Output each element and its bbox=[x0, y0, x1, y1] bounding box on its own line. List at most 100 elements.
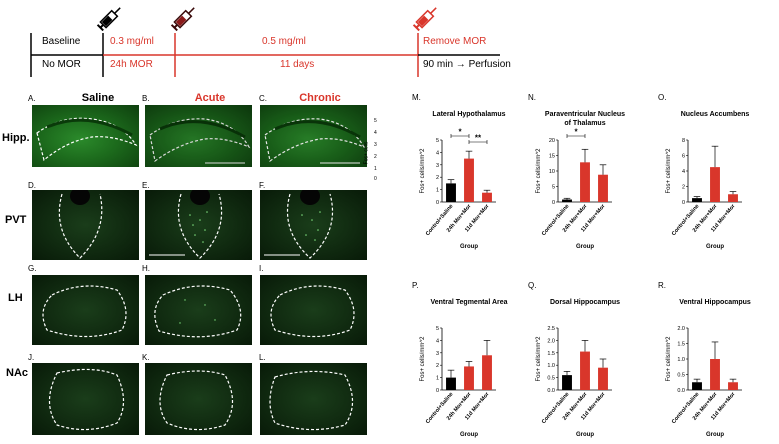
y-tick-label: 4 bbox=[436, 150, 439, 156]
y-tick-label: 20 bbox=[549, 138, 555, 144]
bar bbox=[580, 162, 590, 202]
bar bbox=[580, 351, 590, 390]
micrograph-lh-chronic bbox=[260, 275, 367, 345]
y-tick-label: 2 bbox=[436, 363, 439, 369]
panel-letter: B. bbox=[142, 94, 150, 103]
chart-title: Ventral Tegmental Area bbox=[430, 299, 507, 306]
bar bbox=[710, 167, 720, 202]
y-tick-label: 10 bbox=[549, 169, 555, 175]
chart-panel-letter: Q. bbox=[528, 281, 536, 290]
y-axis-label: Fos+ cells/mm^2 bbox=[666, 336, 672, 382]
timeline-lines bbox=[30, 33, 500, 77]
scale-tick: 2 bbox=[374, 154, 377, 160]
micrograph-lh-acute bbox=[145, 275, 252, 345]
panel-letter: G. bbox=[28, 264, 37, 273]
bar bbox=[728, 382, 738, 390]
y-tick-label: 1.0 bbox=[547, 363, 555, 369]
panel-letter: C. bbox=[259, 94, 267, 103]
y-tick-label: 0 bbox=[682, 200, 685, 206]
bar bbox=[562, 199, 572, 202]
y-tick-label: 5 bbox=[436, 138, 439, 144]
bar bbox=[464, 158, 474, 202]
bar-chart: N. Paraventricular Nucleus of Thalamus 0 5 10… bbox=[528, 93, 625, 250]
y-tick-label: 5 bbox=[552, 185, 555, 191]
y-tick-label: 2.0 bbox=[547, 338, 555, 344]
x-axis-label: Group bbox=[460, 432, 478, 438]
y-tick-label: 2.0 bbox=[677, 326, 685, 332]
y-tick-label: 0.0 bbox=[547, 388, 555, 394]
y-tick-label: 2 bbox=[682, 185, 685, 191]
bar bbox=[692, 198, 702, 202]
x-axis-label: Group bbox=[706, 432, 724, 438]
x-axis-label: Group bbox=[576, 244, 594, 250]
bar bbox=[692, 382, 702, 390]
bar bbox=[598, 367, 608, 390]
y-tick-label: 1 bbox=[436, 188, 439, 194]
y-axis-label: Fos+ cells/mm^2 bbox=[536, 148, 542, 194]
bar bbox=[464, 366, 474, 390]
syringe-icon bbox=[412, 7, 437, 32]
micrograph-pvt-saline bbox=[32, 190, 139, 260]
panel-letter: E. bbox=[142, 181, 150, 190]
y-tick-label: 1.5 bbox=[677, 342, 685, 348]
bar bbox=[710, 359, 720, 390]
bar bbox=[728, 194, 738, 202]
bar bbox=[482, 355, 492, 390]
y-tick-label: 4 bbox=[682, 169, 685, 175]
micrograph-nac-chronic bbox=[260, 363, 367, 435]
chart-panel-letter: O. bbox=[658, 93, 666, 102]
perfusion-label: 90 min → Perfusion bbox=[423, 59, 511, 70]
y-tick-label: 0 bbox=[436, 388, 439, 394]
micrograph-hipp-acute bbox=[145, 105, 252, 167]
col-head-chronic: Chronic bbox=[299, 92, 341, 104]
syringe-icon bbox=[96, 7, 121, 32]
baseline-label: Baseline bbox=[42, 36, 81, 47]
micrograph-hipp-chronic bbox=[260, 105, 367, 167]
chart-title: Dorsal Hippocampus bbox=[550, 299, 620, 306]
scale-tick: 3 bbox=[374, 142, 377, 148]
y-tick-label: 1.5 bbox=[547, 351, 555, 357]
panel-letter: J. bbox=[28, 353, 35, 362]
y-tick-label: 2 bbox=[436, 175, 439, 181]
x-axis-label: Group bbox=[706, 244, 724, 250]
dose2-time-label: 11 days bbox=[280, 59, 315, 70]
micrograph-pvt-chronic bbox=[260, 190, 367, 260]
y-tick-label: 0 bbox=[552, 200, 555, 206]
remove-mor-label: Remove MOR bbox=[423, 36, 487, 47]
micrograph-hipp-saline bbox=[32, 105, 139, 167]
panel-letter: A. bbox=[28, 94, 36, 103]
dose1-time-label: 24h MOR bbox=[110, 59, 153, 70]
y-tick-label: 0.5 bbox=[547, 376, 555, 382]
y-tick-label: 8 bbox=[682, 138, 685, 144]
scale-tick: 4 bbox=[374, 130, 377, 136]
chart-panel-letter: P. bbox=[412, 281, 419, 290]
bar bbox=[598, 174, 608, 202]
no-mor-label: No MOR bbox=[42, 59, 81, 70]
panel-letter: I. bbox=[259, 264, 264, 273]
y-axis-label: Fos+ cells/mm^2 bbox=[420, 148, 426, 194]
bar bbox=[446, 183, 456, 202]
chart-panel-letter: M. bbox=[412, 93, 421, 102]
syringe-icon bbox=[170, 7, 195, 32]
y-tick-label: 15 bbox=[549, 154, 555, 160]
y-tick-label: 0.0 bbox=[677, 388, 685, 394]
y-axis-label: Fos+ cells/mm^2 bbox=[666, 148, 672, 194]
y-tick-label: 6 bbox=[682, 154, 685, 160]
y-tick-label: 5 bbox=[436, 326, 439, 332]
scale-tick: 1 bbox=[374, 166, 377, 172]
dose2-label: 0.5 mg/ml bbox=[262, 36, 306, 47]
bar bbox=[482, 192, 492, 202]
chart-title: Ventral Hippocampus bbox=[679, 299, 751, 306]
row-head-pvt: PVT bbox=[5, 214, 27, 226]
y-tick-label: 3 bbox=[436, 163, 439, 169]
bar-chart: P. Ventral Tegmental Area 0 1 2 3 4 5 Fos+ cells… bbox=[412, 281, 508, 438]
col-head-saline: Saline bbox=[81, 92, 115, 104]
panel-letter: K. bbox=[142, 353, 150, 362]
y-tick-label: 1.0 bbox=[677, 357, 685, 363]
significance-label: * bbox=[574, 128, 578, 137]
bar bbox=[446, 377, 456, 390]
col-head-acute: Acute bbox=[194, 92, 226, 104]
bar bbox=[562, 375, 572, 390]
y-tick-label: 4 bbox=[436, 338, 439, 344]
